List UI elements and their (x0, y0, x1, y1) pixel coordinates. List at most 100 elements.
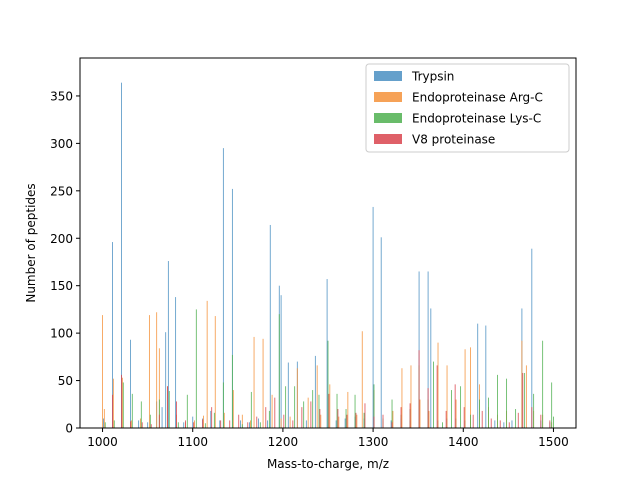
bar-v8-proteinase-26 (346, 414, 348, 428)
y-tick-label: 150 (50, 279, 73, 293)
bar-endoproteinase-lys-c-27 (345, 409, 347, 428)
bar-endoproteinase-lys-c-45 (506, 378, 508, 428)
bar-endoproteinase-arg-c-18 (241, 414, 243, 428)
legend: Trypsin Endoproteinase Arg-C Endoproteinas… (365, 63, 570, 153)
bar-endoproteinase-lys-c-44 (497, 374, 498, 428)
x-axis-label: Mass-to-charge, m/z (267, 457, 389, 471)
bar-endoproteinase-arg-c-25 (296, 368, 298, 428)
bar-v8-proteinase-15 (247, 422, 249, 428)
bar-endoproteinase-arg-c-27 (316, 365, 318, 428)
bar-v8-proteinase-24 (328, 393, 330, 428)
bar-v8-proteinase-20 (292, 420, 294, 428)
bar-endoproteinase-arg-c-12 (194, 420, 195, 428)
x-tick-label: 1400 (448, 435, 479, 449)
bar-v8-proteinase-9 (193, 422, 195, 428)
bar-trypsin-15 (219, 420, 221, 428)
bar-trypsin-47 (485, 325, 487, 428)
plot-frame (79, 57, 577, 429)
bar-v8-proteinase-32 (400, 407, 402, 428)
legend-label: Endoproteinase Lys-C (412, 112, 541, 126)
bar-v8-proteinase-4 (150, 424, 152, 428)
bar-endoproteinase-lys-c-22 (303, 401, 305, 428)
bar-v8-proteinase-49 (549, 420, 551, 428)
y-tick-label: 50 (58, 374, 73, 388)
bar-trypsin-9 (167, 261, 169, 428)
bar-endoproteinase-lys-c-14 (231, 354, 233, 428)
bar-endoproteinase-arg-c-44 (464, 349, 466, 428)
bar-endoproteinase-lys-c-28 (354, 394, 356, 428)
bar-endoproteinase-lys-c-29 (363, 412, 365, 428)
bar-v8-proteinase-47 (531, 407, 533, 428)
y-tick-label: 200 (50, 232, 73, 246)
bar-endoproteinase-lys-c-7 (168, 391, 170, 428)
bar-endoproteinase-arg-c-36 (392, 410, 394, 428)
bar-endoproteinase-arg-c-1 (103, 409, 105, 428)
bar-trypsin-2 (121, 82, 122, 429)
bar-endoproteinase-arg-c-45 (470, 347, 471, 428)
bar-v8-proteinase-33 (409, 403, 411, 428)
bar-endoproteinase-arg-c-30 (338, 416, 340, 428)
bar-endoproteinase-lys-c-24 (318, 394, 320, 428)
bar-trypsin-11 (183, 422, 185, 428)
bar-v8-proteinase-1 (121, 374, 122, 428)
bar-v8-proteinase-14 (238, 414, 240, 428)
bar-endoproteinase-lys-c-9 (186, 394, 188, 428)
bar-endoproteinase-arg-c-24 (289, 416, 291, 428)
bar-v8-proteinase-3 (141, 422, 143, 428)
y-tick-label: 0 (65, 422, 73, 436)
x-tick-label: 1100 (177, 435, 208, 449)
bar-endoproteinase-lys-c-26 (336, 393, 338, 428)
bar-trypsin-31 (344, 418, 346, 428)
legend-swatch (374, 71, 402, 81)
bar-endoproteinase-arg-c-5 (139, 418, 141, 428)
bars-layer (102, 82, 554, 429)
bar-endoproteinase-arg-c-43 (455, 399, 457, 428)
y-tick-label: 300 (50, 137, 73, 151)
bar-endoproteinase-lys-c-1 (113, 420, 115, 428)
bar-v8-proteinase-48 (540, 414, 542, 428)
bar-endoproteinase-arg-c-2 (112, 378, 114, 428)
bar-endoproteinase-lys-c-16 (250, 391, 252, 428)
bar-endoproteinase-lys-c-18 (268, 410, 270, 428)
bar-trypsin-21 (267, 420, 269, 428)
bar-v8-proteinase-11 (211, 407, 213, 428)
bar-endoproteinase-arg-c-20 (253, 336, 255, 428)
bar-endoproteinase-lys-c-4 (140, 401, 142, 428)
bar-v8-proteinase-23 (319, 409, 321, 428)
bar-endoproteinase-arg-c-0 (102, 315, 103, 428)
y-axis: 0 50 100 150 200 250 300 350 (50, 89, 80, 436)
legend-swatch (374, 134, 402, 144)
bar-endoproteinase-lys-c-11 (204, 423, 206, 428)
bar-v8-proteinase-34 (418, 350, 420, 428)
bar-v8-proteinase-46 (522, 372, 524, 428)
bar-v8-proteinase-41 (481, 410, 483, 428)
bar-trypsin-17 (231, 188, 233, 428)
bar-endoproteinase-lys-c-13 (222, 382, 224, 428)
bar-v8-proteinase-18 (274, 397, 276, 428)
bar-endoproteinase-arg-c-13 (203, 415, 204, 428)
x-tick-label: 1300 (358, 435, 389, 449)
bar-v8-proteinase-39 (463, 407, 465, 428)
bar-endoproteinase-arg-c-21 (262, 338, 264, 428)
bar-v8-proteinase-38 (454, 384, 456, 428)
bar-v8-proteinase-21 (301, 407, 303, 428)
bar-endoproteinase-arg-c-6 (148, 315, 150, 428)
bar-endoproteinase-lys-c-40 (460, 386, 462, 428)
bar-trypsin-24 (280, 295, 282, 428)
bar-endoproteinase-arg-c-14 (206, 300, 208, 428)
bar-trypsin-34 (372, 206, 374, 428)
bar-endoproteinase-arg-c-42 (446, 365, 448, 428)
bar-endoproteinase-arg-c-29 (329, 384, 331, 428)
bar-endoproteinase-arg-c-39 (419, 399, 421, 428)
bar-trypsin-29 (326, 279, 328, 428)
bar-v8-proteinase-44 (508, 422, 510, 428)
bar-endoproteinase-lys-c-23 (312, 390, 314, 428)
bar-endoproteinase-arg-c-51 (525, 365, 527, 428)
bar-v8-proteinase-45 (517, 412, 519, 428)
bar-v8-proteinase-7 (176, 401, 177, 428)
x-tick-label: 1200 (268, 435, 299, 449)
bar-endoproteinase-lys-c-50 (551, 382, 553, 428)
bar-v8-proteinase-36 (436, 365, 438, 428)
bar-trypsin-48 (494, 420, 496, 428)
